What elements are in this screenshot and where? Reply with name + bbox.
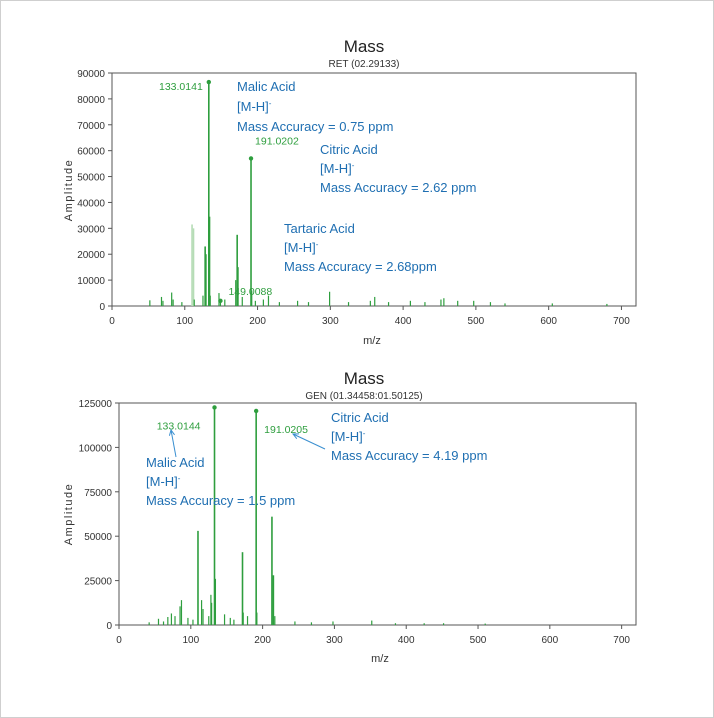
chart-2-x-tick-label: 600 bbox=[541, 635, 558, 646]
chart-2-y-tick-label: 50000 bbox=[84, 532, 112, 543]
chart-1-plot-area bbox=[111, 72, 637, 307]
annotation-line: [M-H]- bbox=[320, 161, 355, 176]
chart-2-annotation-malic: Malic Acid [M-H]- Mass Accuracy = 1.5 ppm bbox=[146, 428, 295, 508]
chart-2-peak-label: 133.0144 bbox=[157, 420, 201, 432]
chart-1-x-tick-label: 200 bbox=[249, 316, 266, 327]
annotation-arrow bbox=[170, 429, 177, 458]
annotation-line: Citric Acid bbox=[320, 142, 378, 157]
chart-1-x-tick-label: 700 bbox=[613, 316, 630, 327]
chart-1-peak-marker bbox=[218, 298, 223, 304]
mass-spectrum-chart-2: Mass GEN (01.34458:01.50125) Amplitude m… bbox=[63, 369, 637, 665]
chart-2-peak-label: 191.0205 bbox=[264, 424, 308, 436]
chart-1-x-tick-label: 100 bbox=[176, 316, 193, 327]
chart-1-y-tick-label: 80000 bbox=[77, 95, 105, 106]
chart-1-y-tick-label: 20000 bbox=[77, 250, 105, 261]
chart-1-y-tick-label: 60000 bbox=[77, 147, 105, 158]
chart-2-plot-area bbox=[118, 402, 637, 626]
chart-1-annotation-tartaric: Tartaric Acid [M-H]- Mass Accuracy = 2.68p… bbox=[284, 221, 437, 274]
chart-2-annotation-citric: Citric Acid [M-H]- Mass Accuracy = 4.19 pp… bbox=[291, 410, 487, 463]
chart-2-x-tick-label: 500 bbox=[470, 635, 487, 646]
annotation-line: Mass Accuracy = 0.75 ppm bbox=[237, 119, 393, 134]
chart-1-annotation-citric: Citric Acid [M-H]- Mass Accuracy = 2.62 pp… bbox=[320, 142, 476, 195]
chart-2-x-tick-label: 400 bbox=[398, 635, 415, 646]
annotation-line: Mass Accuracy = 1.5 ppm bbox=[146, 493, 295, 508]
chart-1-y-tick-label: 30000 bbox=[77, 224, 105, 235]
annotation-line: Mass Accuracy = 4.19 ppm bbox=[331, 448, 487, 463]
annotation-line: [M-H]- bbox=[237, 99, 272, 114]
annotation-line: [M-H]- bbox=[331, 429, 366, 444]
chart-1-peak-marker bbox=[248, 156, 254, 161]
chart-1-peak-label: 149.0088 bbox=[228, 286, 272, 298]
annotation-line: [M-H]- bbox=[284, 240, 319, 255]
chart-1-x-tick-label: 0 bbox=[109, 316, 115, 327]
chart-2-y-tick-label: 25000 bbox=[84, 577, 112, 588]
annotation-line: Malic Acid bbox=[146, 455, 205, 470]
annotation-arrowhead bbox=[168, 428, 175, 436]
chart-1-subtitle: RET (02.29133) bbox=[329, 59, 400, 70]
chart-1-x-tick-label: 400 bbox=[395, 316, 412, 327]
chart-1-x-tick-label: 500 bbox=[468, 316, 485, 327]
chart-2-title: Mass bbox=[344, 369, 385, 388]
chart-2-x-axis-label: m/z bbox=[371, 653, 389, 665]
annotation-line: Mass Accuracy = 2.68ppm bbox=[284, 259, 437, 274]
chart-1-y-tick-label: 40000 bbox=[77, 198, 105, 209]
chart-1-y-axis-label: Amplitude bbox=[63, 159, 75, 221]
chart-2-x-tick-label: 100 bbox=[182, 635, 199, 646]
annotation-line: Mass Accuracy = 2.62 ppm bbox=[320, 180, 476, 195]
annotation-line: Tartaric Acid bbox=[284, 221, 355, 236]
chart-2-y-tick-label: 75000 bbox=[84, 488, 112, 499]
chart-1-annotation-malic: Malic Acid [M-H]- Mass Accuracy = 0.75 ppm bbox=[237, 79, 393, 134]
chart-2-peak-marker bbox=[212, 405, 217, 410]
mass-spectrum-chart-1: Mass RET (02.29133) Amplitude m/z 0 10000… bbox=[63, 37, 637, 347]
annotation-line: [M-H]- bbox=[146, 474, 181, 489]
chart-2-x-tick-label: 0 bbox=[116, 635, 122, 646]
chart-1-x-tick-label: 300 bbox=[322, 316, 339, 327]
annotation-line: Citric Acid bbox=[331, 410, 389, 425]
annotation-line: Malic Acid bbox=[237, 79, 296, 94]
chart-2-x-tick-label: 200 bbox=[254, 635, 271, 646]
chart-1-peak-marker bbox=[206, 79, 212, 85]
chart-2-x-tick-label: 700 bbox=[613, 635, 630, 646]
chart-1-x-tick-label: 600 bbox=[540, 316, 557, 327]
chart-1-title: Mass bbox=[344, 37, 385, 56]
chart-2-y-tick-label: 100000 bbox=[79, 443, 113, 454]
chart-1-peak-label: 191.0202 bbox=[255, 135, 299, 147]
annotation-arrow bbox=[292, 433, 326, 450]
chart-1-x-axis-label: m/z bbox=[363, 335, 381, 347]
chart-1-peak-label: 133.0141 bbox=[159, 81, 203, 93]
chart-2-y-tick-label: 0 bbox=[106, 621, 112, 632]
chart-2-y-tick-label: 125000 bbox=[79, 399, 113, 410]
chart-2-y-axis-label: Amplitude bbox=[63, 483, 75, 545]
chart-2-x-tick-label: 300 bbox=[326, 635, 343, 646]
chart-1-y-tick-label: 0 bbox=[99, 302, 105, 313]
chart-1-y-tick-label: 10000 bbox=[77, 276, 105, 287]
chart-2-peak-marker bbox=[253, 408, 259, 414]
annotation-arrowhead bbox=[291, 433, 300, 439]
chart-1-y-tick-label: 90000 bbox=[77, 69, 105, 80]
chart-1-y-tick-label: 70000 bbox=[77, 121, 105, 132]
chart-2-subtitle: GEN (01.34458:01.50125) bbox=[305, 391, 422, 402]
chart-1-y-tick-label: 50000 bbox=[77, 173, 105, 184]
